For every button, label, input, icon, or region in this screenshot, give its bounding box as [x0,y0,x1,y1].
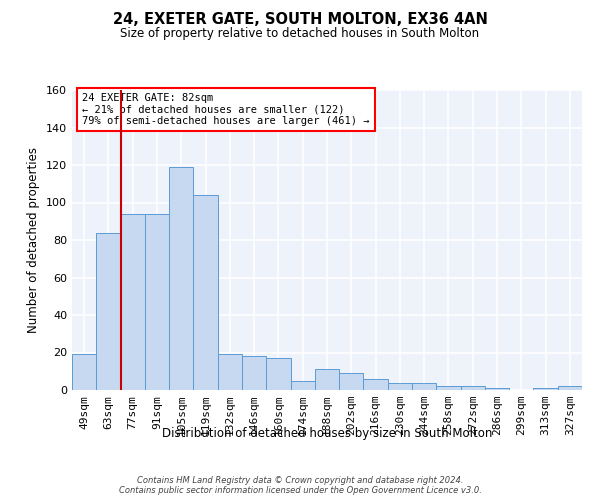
Bar [242,356,266,390]
Bar [364,379,388,390]
Bar [290,380,315,390]
Text: 24 EXETER GATE: 82sqm
← 21% of detached houses are smaller (122)
79% of semi-det: 24 EXETER GATE: 82sqm ← 21% of detached … [82,93,370,126]
Bar [169,167,193,390]
Bar [96,232,121,390]
Text: Distribution of detached houses by size in South Molton: Distribution of detached houses by size … [162,428,492,440]
Bar [218,354,242,390]
Bar [145,214,169,390]
Bar [436,386,461,390]
Text: 24, EXETER GATE, SOUTH MOLTON, EX36 4AN: 24, EXETER GATE, SOUTH MOLTON, EX36 4AN [113,12,487,28]
Text: Contains HM Land Registry data © Crown copyright and database right 2024.
Contai: Contains HM Land Registry data © Crown c… [119,476,481,495]
Text: Size of property relative to detached houses in South Molton: Size of property relative to detached ho… [121,28,479,40]
Bar [461,386,485,390]
Bar [388,382,412,390]
Bar [72,354,96,390]
Bar [339,373,364,390]
Y-axis label: Number of detached properties: Number of detached properties [28,147,40,333]
Bar [193,195,218,390]
Bar [121,214,145,390]
Bar [266,358,290,390]
Bar [315,370,339,390]
Bar [485,388,509,390]
Bar [412,382,436,390]
Bar [533,388,558,390]
Bar [558,386,582,390]
